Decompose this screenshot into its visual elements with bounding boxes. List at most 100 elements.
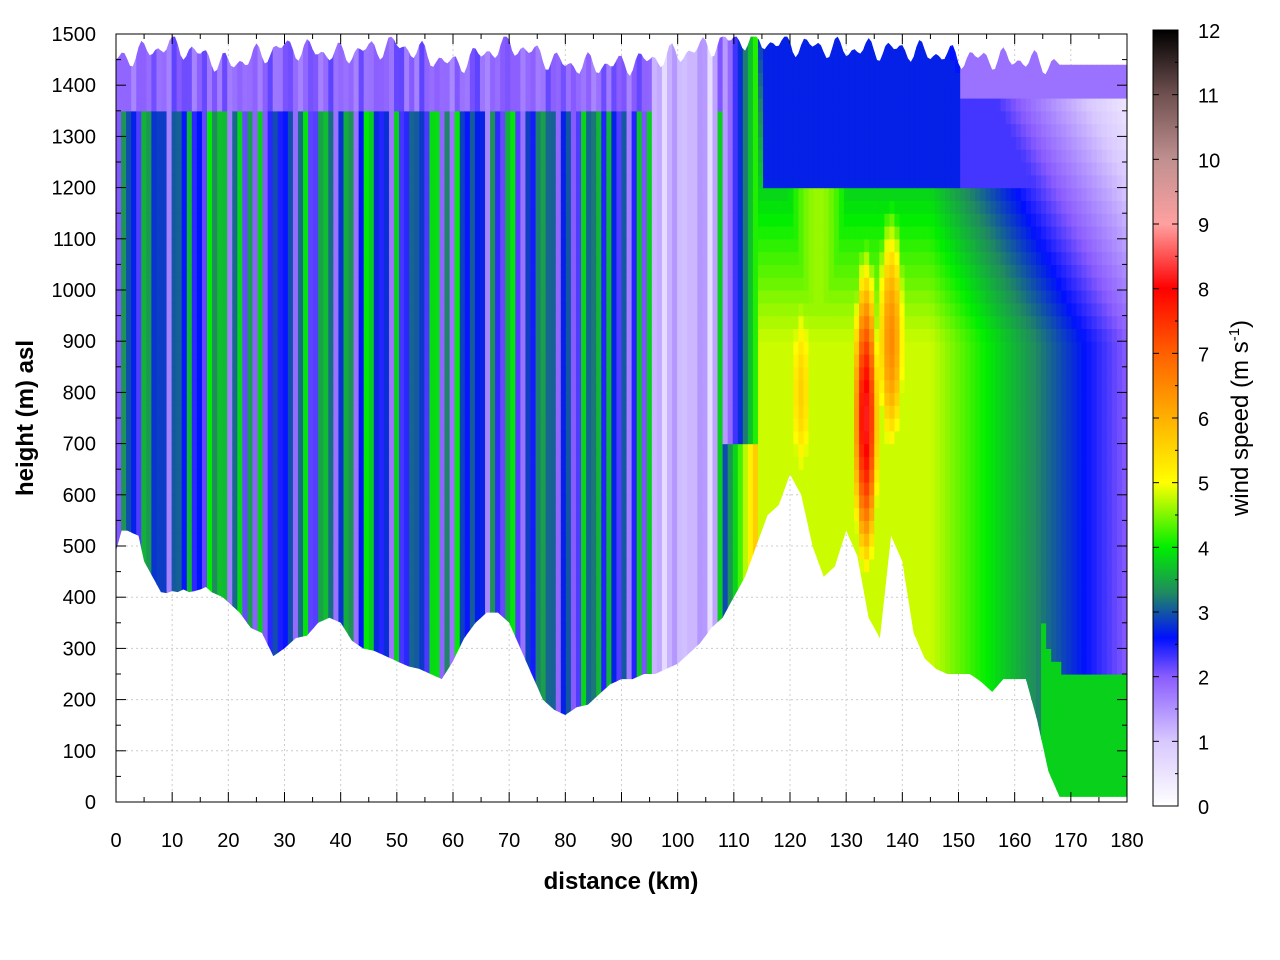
wind-cell [454, 328, 461, 342]
wind-cell [232, 200, 238, 214]
wind-cell [176, 302, 183, 317]
wind-cell [156, 520, 163, 534]
wind-cell [212, 174, 218, 189]
wind-cell [500, 72, 506, 86]
wind-cell [267, 418, 274, 432]
wind-cell [146, 72, 152, 86]
wind-cell [166, 558, 173, 573]
wind-cell [277, 430, 284, 445]
wind-cell [318, 238, 324, 253]
wind-cell [166, 430, 173, 445]
wind-cell [368, 366, 375, 381]
wind-cell [419, 46, 425, 61]
wind-cell [399, 392, 405, 406]
wind-cell [186, 174, 193, 189]
wind-cell [404, 520, 410, 534]
wind-cell [338, 507, 345, 521]
wind-cell [227, 571, 233, 585]
wind-cell [262, 174, 269, 189]
wind-cell [166, 494, 173, 509]
wind-cell [419, 149, 425, 163]
wind-cell [368, 251, 375, 265]
wind-cell [490, 290, 496, 304]
wind-cell [262, 328, 269, 342]
wind-cell [252, 443, 259, 457]
wind-cell [257, 59, 264, 73]
wind-cell [222, 366, 228, 381]
wind-cell [146, 418, 152, 432]
wind-cell [404, 366, 410, 381]
wind-cell [419, 59, 425, 73]
wind-cell [212, 328, 218, 342]
wind-cell [394, 610, 400, 624]
wind-cell [348, 98, 355, 112]
wind-cell [343, 72, 350, 86]
wind-cell [156, 187, 163, 201]
wind-cell [520, 238, 527, 253]
wind-cell [252, 59, 259, 73]
wind-cell [368, 328, 375, 342]
wind-cell [388, 149, 395, 163]
wind-cell [116, 302, 122, 317]
wind-cell [495, 584, 501, 598]
wind-cell [469, 597, 476, 611]
wind-cell [232, 149, 238, 163]
wind-cell [368, 610, 375, 624]
wind-cell [297, 302, 304, 317]
wind-cell [171, 85, 178, 99]
wind-cell [439, 162, 446, 176]
wind-cell [257, 277, 264, 291]
wind-cell [459, 226, 466, 240]
wind-cell [444, 238, 451, 253]
wind-cell [434, 648, 441, 662]
wind-cell [464, 290, 471, 304]
wind-cell [227, 328, 233, 342]
wind-cell [520, 328, 527, 342]
wind-cell [449, 213, 456, 227]
wind-cell [141, 546, 147, 560]
wind-cell [222, 277, 228, 291]
wind-cell [267, 187, 274, 201]
wind-cell [434, 443, 441, 457]
wind-cell [348, 226, 355, 240]
wind-cell [333, 213, 340, 227]
wind-cell [464, 584, 471, 598]
wind-cell [126, 277, 132, 291]
wind-cell [383, 379, 390, 393]
wind-cell [161, 418, 168, 432]
wind-cell [378, 226, 385, 240]
wind-cell [394, 110, 400, 125]
wind-cell [257, 418, 264, 432]
wind-cell [383, 392, 390, 406]
wind-cell [429, 213, 436, 227]
wind-cell [500, 174, 506, 189]
wind-cell [414, 72, 420, 86]
wind-cell [252, 328, 259, 342]
wind-cell [166, 392, 173, 406]
wind-cell [363, 418, 370, 432]
wind-cell [318, 507, 324, 521]
wind-cell [267, 443, 274, 457]
wind-cell [505, 379, 511, 393]
wind-cell [196, 213, 203, 227]
wind-cell [323, 379, 329, 393]
wind-cell [394, 405, 400, 419]
wind-cell [161, 354, 168, 368]
wind-cell [222, 328, 228, 342]
wind-cell [222, 533, 228, 547]
wind-cell [409, 354, 415, 368]
wind-cell [161, 456, 168, 470]
wind-cell [181, 187, 188, 201]
wind-cell [474, 494, 481, 509]
wind-cell [505, 85, 511, 99]
wind-cell [186, 149, 193, 163]
wind-cell [399, 85, 405, 99]
wind-cell [126, 85, 132, 99]
wind-cell [439, 635, 446, 649]
wind-cell [495, 72, 501, 86]
wind-cell [212, 187, 218, 201]
wind-cell [136, 520, 142, 534]
wind-cell [353, 610, 360, 624]
wind-cell [292, 405, 299, 419]
